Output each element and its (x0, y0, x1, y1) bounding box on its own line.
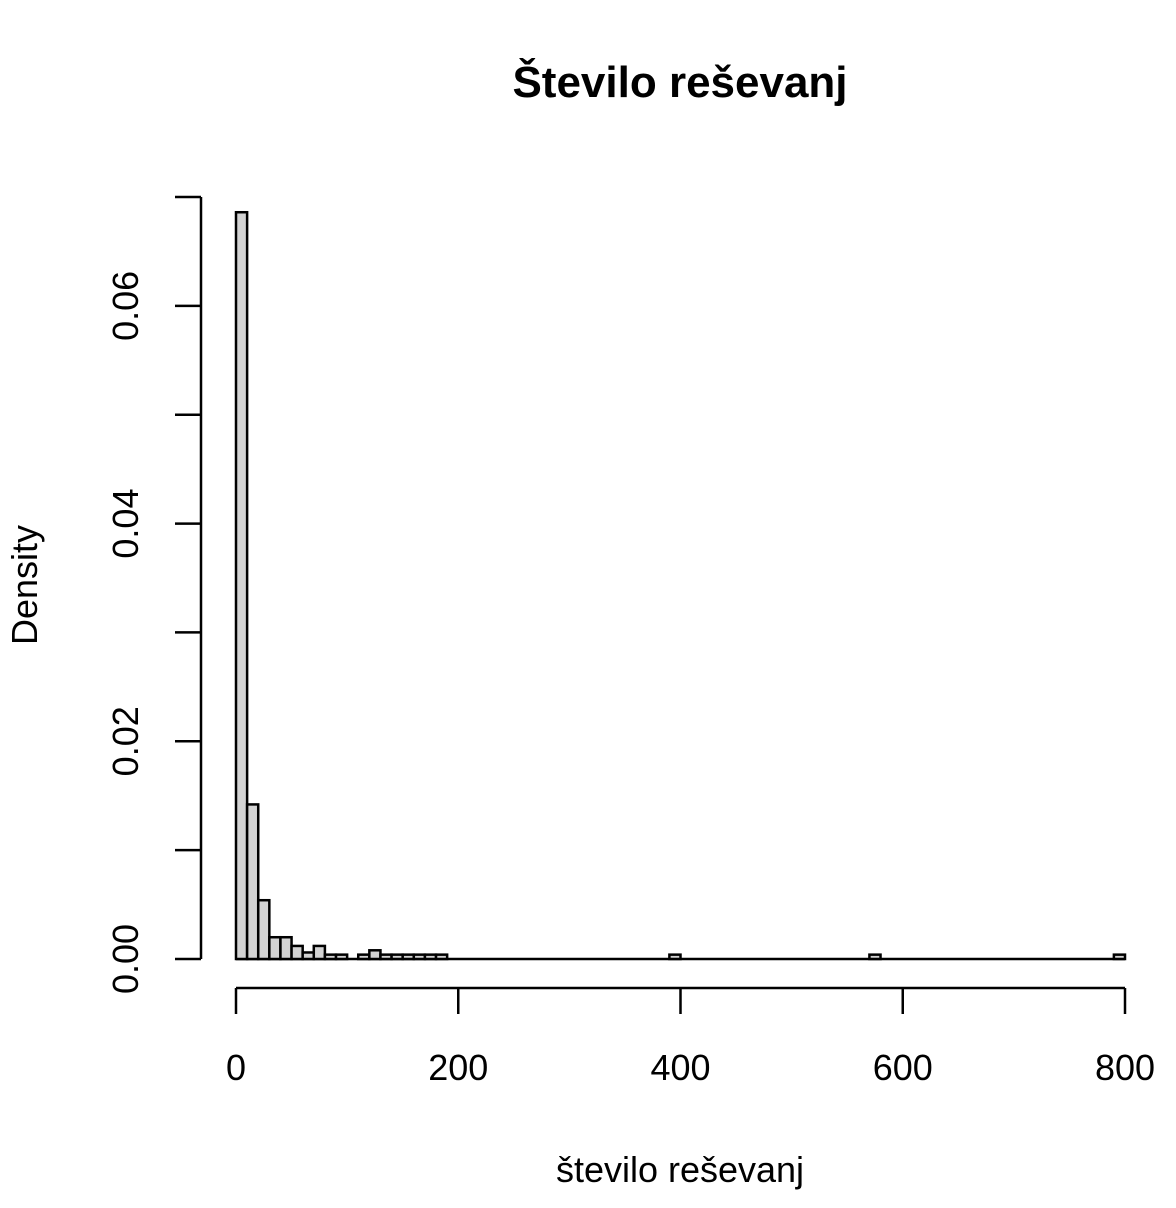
x-tick-label: 0 (226, 1047, 246, 1088)
histogram-bar (379, 953, 393, 961)
x-tick-label: 800 (1095, 1047, 1155, 1088)
x-axis-label: število reševanj (556, 1149, 804, 1190)
histogram-bar (334, 953, 349, 961)
y-tick-label: 0.00 (105, 924, 146, 994)
histogram-bar (868, 953, 882, 961)
y-tick-label: 0.04 (105, 489, 146, 559)
histogram-bar (301, 951, 316, 961)
y-axis-label: Density (4, 525, 45, 645)
histogram-bar (401, 953, 416, 961)
histogram-bar (368, 949, 382, 961)
x-tick-label: 400 (650, 1047, 710, 1088)
histogram-bar (234, 210, 249, 961)
histogram-bar (312, 944, 327, 961)
histogram-bar (268, 935, 282, 961)
histogram-bar (245, 803, 260, 961)
histogram-bar (390, 953, 404, 961)
y-tick-label: 0.02 (105, 706, 146, 776)
histogram-bar (434, 953, 449, 961)
x-tick-label: 200 (428, 1047, 488, 1088)
chart-title: Število reševanj (512, 56, 847, 107)
histogram-bar (279, 935, 293, 961)
y-tick-label: 0.06 (105, 271, 146, 341)
histogram-bar (423, 953, 438, 961)
y-axis: 0.00 0.02 0.04 0.06 (105, 195, 203, 994)
histogram-bar (412, 953, 427, 961)
x-axis: 0 200 400 600 800 (226, 986, 1155, 1088)
histogram-bar (356, 953, 371, 961)
histogram-bar (256, 898, 271, 961)
histogram-bar (1112, 953, 1127, 961)
histogram-bar (323, 953, 338, 961)
bars-group (234, 210, 1127, 961)
histogram-bar (668, 953, 682, 961)
histogram-bar (290, 944, 304, 961)
x-tick-label: 600 (873, 1047, 933, 1088)
